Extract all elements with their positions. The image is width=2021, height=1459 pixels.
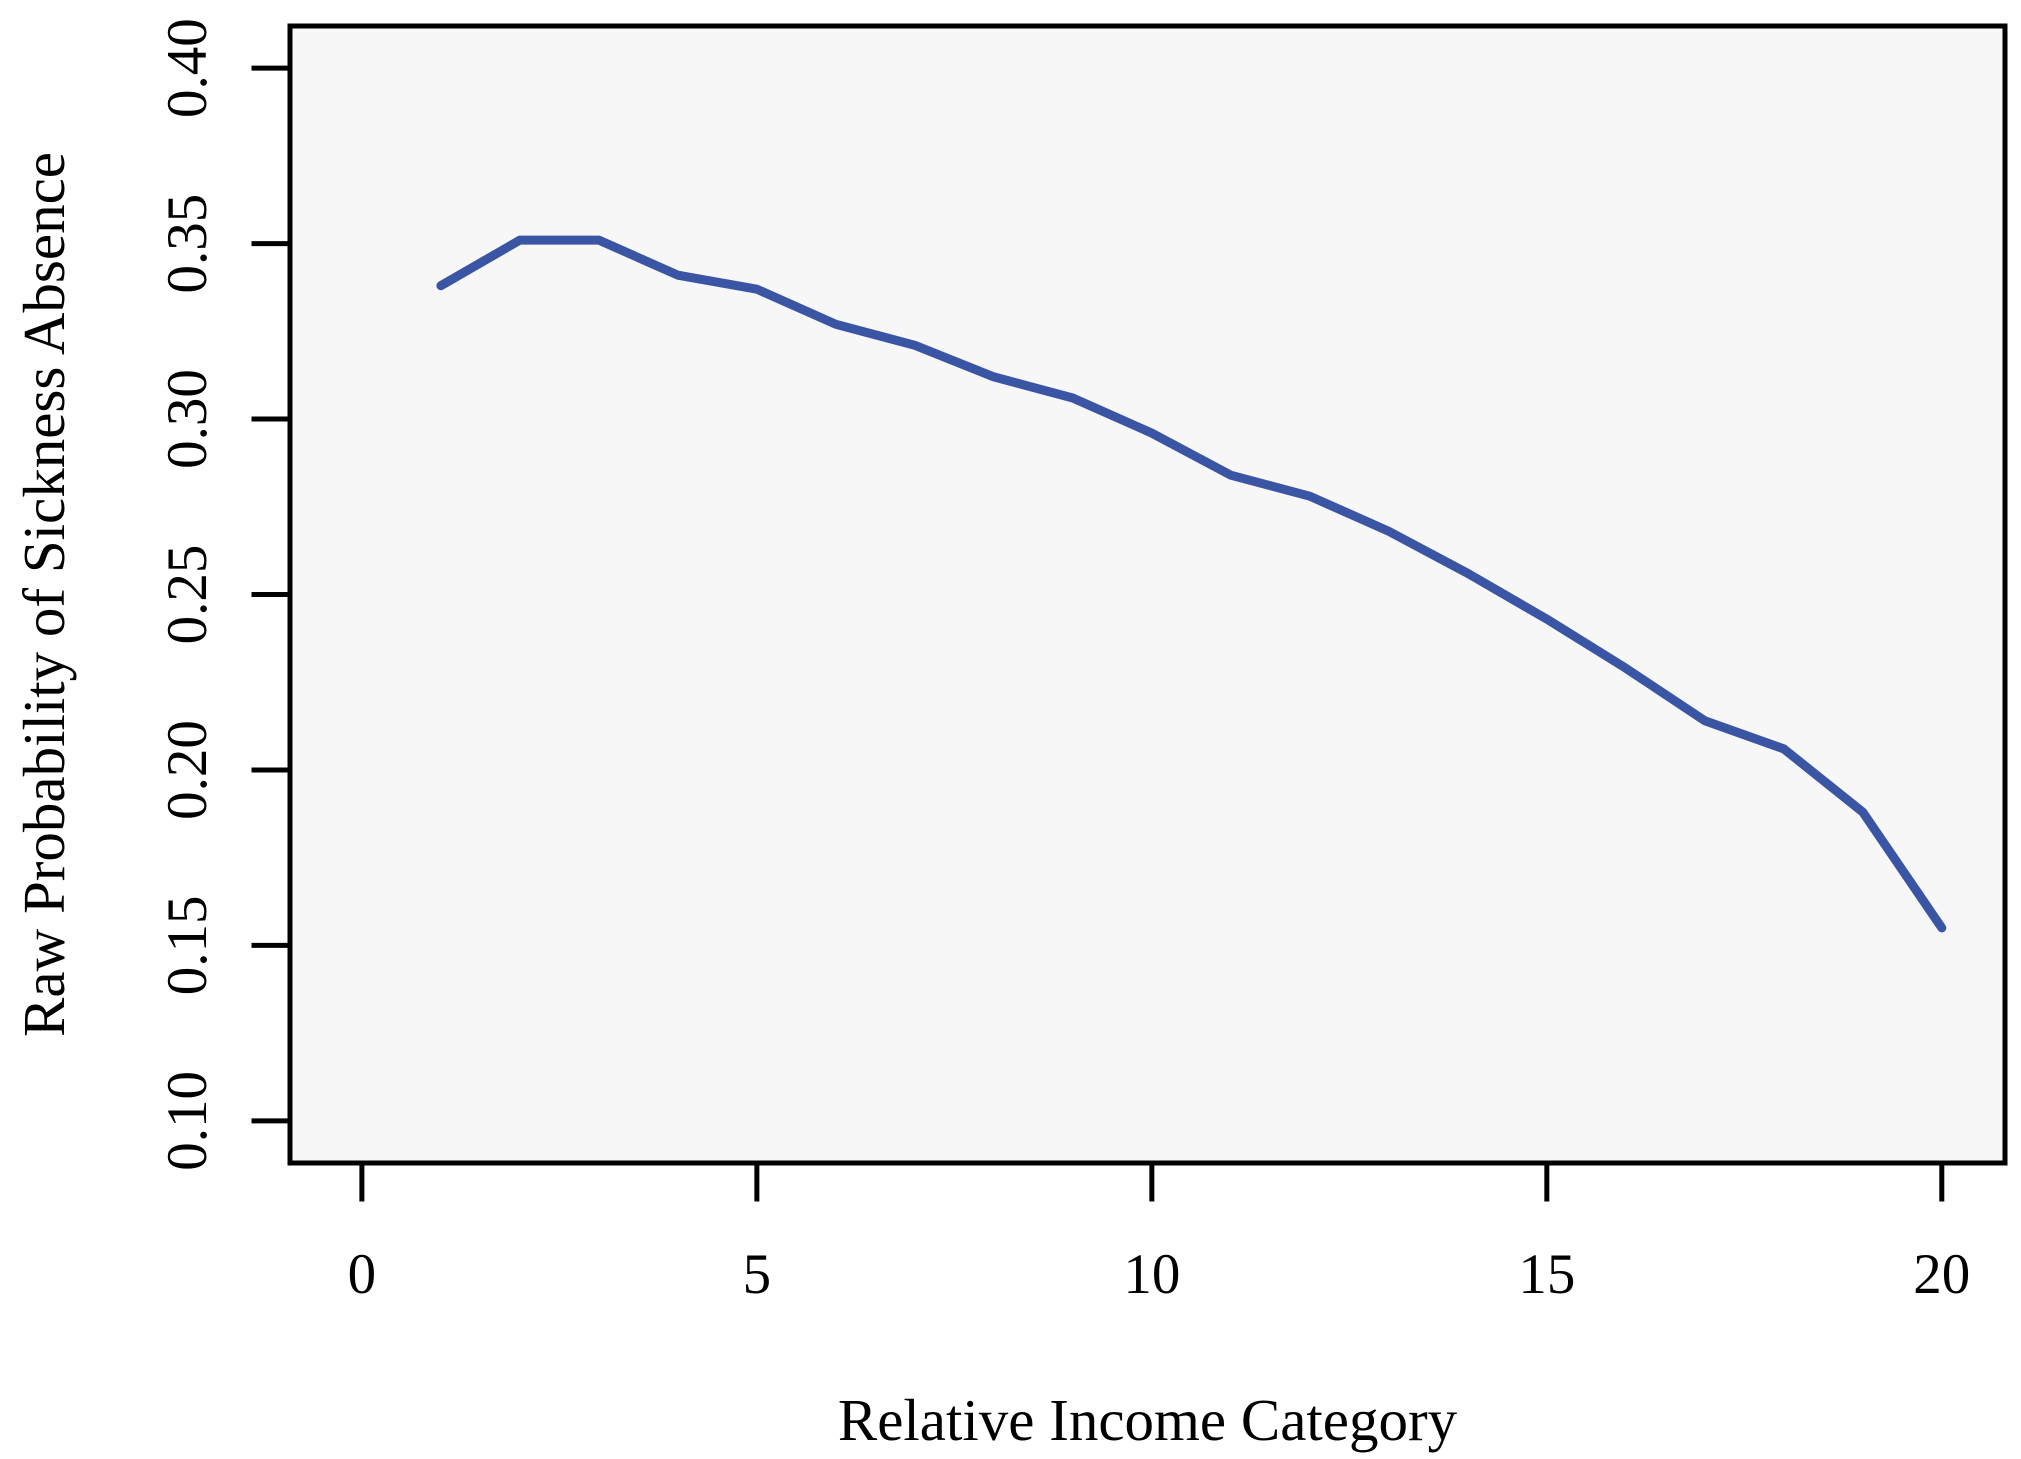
y-tick-label: 0.35 [156,194,219,294]
x-tick-label: 20 [1913,1243,1970,1306]
x-axis-tick-marks [359,1165,1945,1202]
x-tick-label: 15 [1518,1243,1575,1306]
x-tick-label: 5 [743,1243,772,1306]
y-tick-label: 0.20 [156,720,219,820]
y-tick-label: 0.15 [156,896,219,996]
y-tick-label: 0.25 [156,545,219,645]
y-tick-label: 0.10 [156,1071,219,1171]
series-line [436,235,1947,933]
plot-area-background [290,26,2005,1163]
x-tick-label: 10 [1123,1243,1180,1306]
y-axis-tick-labels: 0.10 0.15 0.20 0.25 0.30 0.35 0.40 [156,18,219,1171]
y-axis-tick-marks [251,65,288,1124]
x-axis-title: Relative Income Category [838,1387,1458,1453]
x-axis-tick-labels: 0 5 10 15 20 [348,1243,1971,1306]
y-tick-label: 0.40 [156,18,219,118]
y-axis-title: Raw Probability of Sickness Absence [11,152,77,1037]
plot-border-box [287,23,2008,1166]
y-tick-label: 0.30 [156,369,219,469]
x-tick-label: 0 [348,1243,377,1306]
